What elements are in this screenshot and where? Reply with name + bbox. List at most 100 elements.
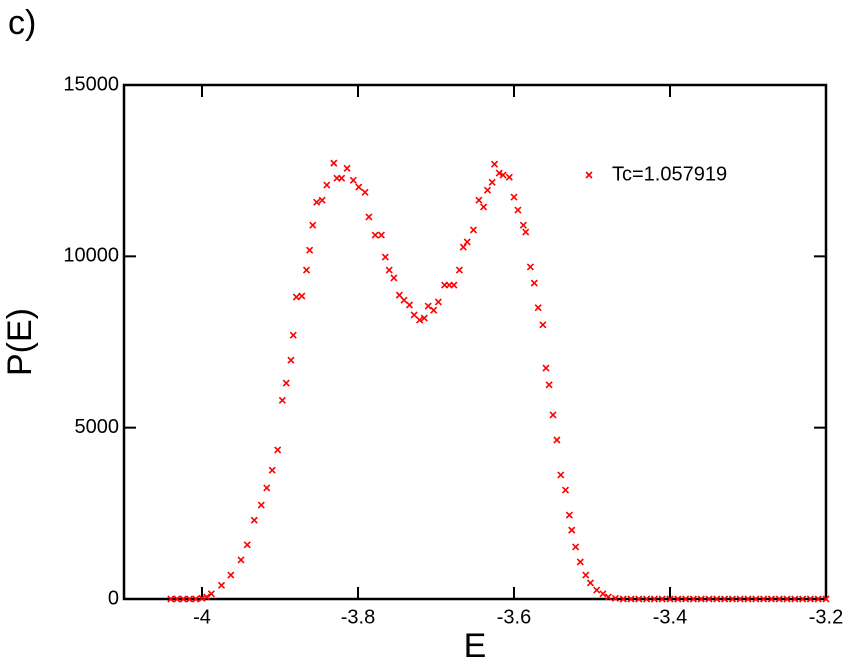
data-point <box>469 226 478 234</box>
data-point <box>557 471 565 479</box>
x-axis-label: E <box>464 627 487 665</box>
data-point <box>455 266 463 274</box>
data-point <box>530 279 538 287</box>
data-point <box>434 298 442 306</box>
data-point <box>522 228 530 236</box>
data-point <box>674 595 682 603</box>
data-point <box>593 586 601 594</box>
data-point <box>306 246 314 254</box>
data-point <box>355 183 363 191</box>
data-point <box>349 176 357 184</box>
data-point <box>499 171 507 179</box>
data-point <box>459 243 467 251</box>
data-point <box>736 595 744 603</box>
data-point <box>619 595 627 603</box>
data-point <box>713 595 721 603</box>
data-point <box>420 314 428 322</box>
data-point <box>237 556 245 564</box>
data-point <box>775 595 783 603</box>
data-point <box>250 516 258 524</box>
data-point <box>526 263 534 271</box>
data-point <box>488 178 496 186</box>
data-point <box>705 595 713 603</box>
data-point <box>545 381 553 389</box>
data-point <box>752 595 760 603</box>
data-point <box>243 541 251 549</box>
data-point <box>410 311 418 319</box>
data-point <box>806 595 814 603</box>
data-point <box>377 231 385 239</box>
data-point <box>561 486 570 494</box>
data-point <box>450 281 458 289</box>
data-point <box>650 595 658 603</box>
data-point <box>400 296 408 304</box>
data-point <box>463 238 471 246</box>
data-point <box>666 595 674 603</box>
data-point <box>553 436 561 444</box>
data-point <box>173 595 181 603</box>
data-point <box>309 221 317 229</box>
data-point <box>495 169 503 177</box>
y-tick-label: 5000 <box>75 416 120 438</box>
data-point <box>278 396 286 404</box>
x-tick-label: -3.8 <box>341 606 375 628</box>
data-point <box>207 590 215 598</box>
data-point <box>689 595 697 603</box>
data-point <box>576 558 584 566</box>
data-point <box>192 595 200 603</box>
panel-label: c) <box>8 4 36 42</box>
data-point <box>542 364 550 372</box>
data-point <box>697 595 705 603</box>
data-point <box>791 595 799 603</box>
data-point <box>568 526 576 534</box>
data-point <box>582 571 590 579</box>
x-tick-label: -3.6 <box>497 606 531 628</box>
data-point <box>405 301 414 309</box>
x-tick-label: -3.4 <box>653 606 687 628</box>
plot-frame <box>122 83 828 601</box>
y-tick-label: 15000 <box>63 73 119 95</box>
data-point <box>203 593 211 601</box>
data-point <box>728 595 736 603</box>
data-point <box>343 164 351 172</box>
data-point <box>519 221 527 229</box>
data-point <box>514 206 522 214</box>
data-point <box>338 174 346 182</box>
data-point <box>302 266 311 274</box>
data-point <box>361 188 369 196</box>
x-tick-label: -3.2 <box>809 606 843 628</box>
data-point <box>599 590 607 598</box>
data-point <box>318 196 326 204</box>
data-point <box>822 595 830 603</box>
data-point <box>480 203 488 211</box>
x-tick-label: -4 <box>193 606 211 628</box>
data-point <box>490 160 499 168</box>
data-point <box>783 595 791 603</box>
data-point <box>643 595 651 603</box>
data-point <box>483 186 492 194</box>
data-point <box>767 595 775 603</box>
y-axis-label: P(E) <box>1 308 39 376</box>
data-point <box>475 196 483 204</box>
data-point <box>385 266 393 274</box>
data-point <box>198 594 206 602</box>
data-point <box>505 173 513 181</box>
y-tick-label: 10000 <box>63 245 119 267</box>
data-point <box>289 331 297 339</box>
data-point <box>416 316 424 324</box>
data-point <box>539 321 547 329</box>
data-point <box>263 484 271 492</box>
y-tick-label: 0 <box>108 587 119 609</box>
legend-marker <box>585 171 593 179</box>
data-point <box>287 356 295 364</box>
data-point <box>257 501 265 509</box>
data-point <box>430 306 438 314</box>
data-point <box>658 595 666 603</box>
data-point <box>682 595 690 603</box>
data-point <box>744 595 752 603</box>
data-point <box>185 595 194 603</box>
data-point <box>274 446 282 454</box>
data-point <box>534 304 542 312</box>
data-point <box>510 193 518 201</box>
